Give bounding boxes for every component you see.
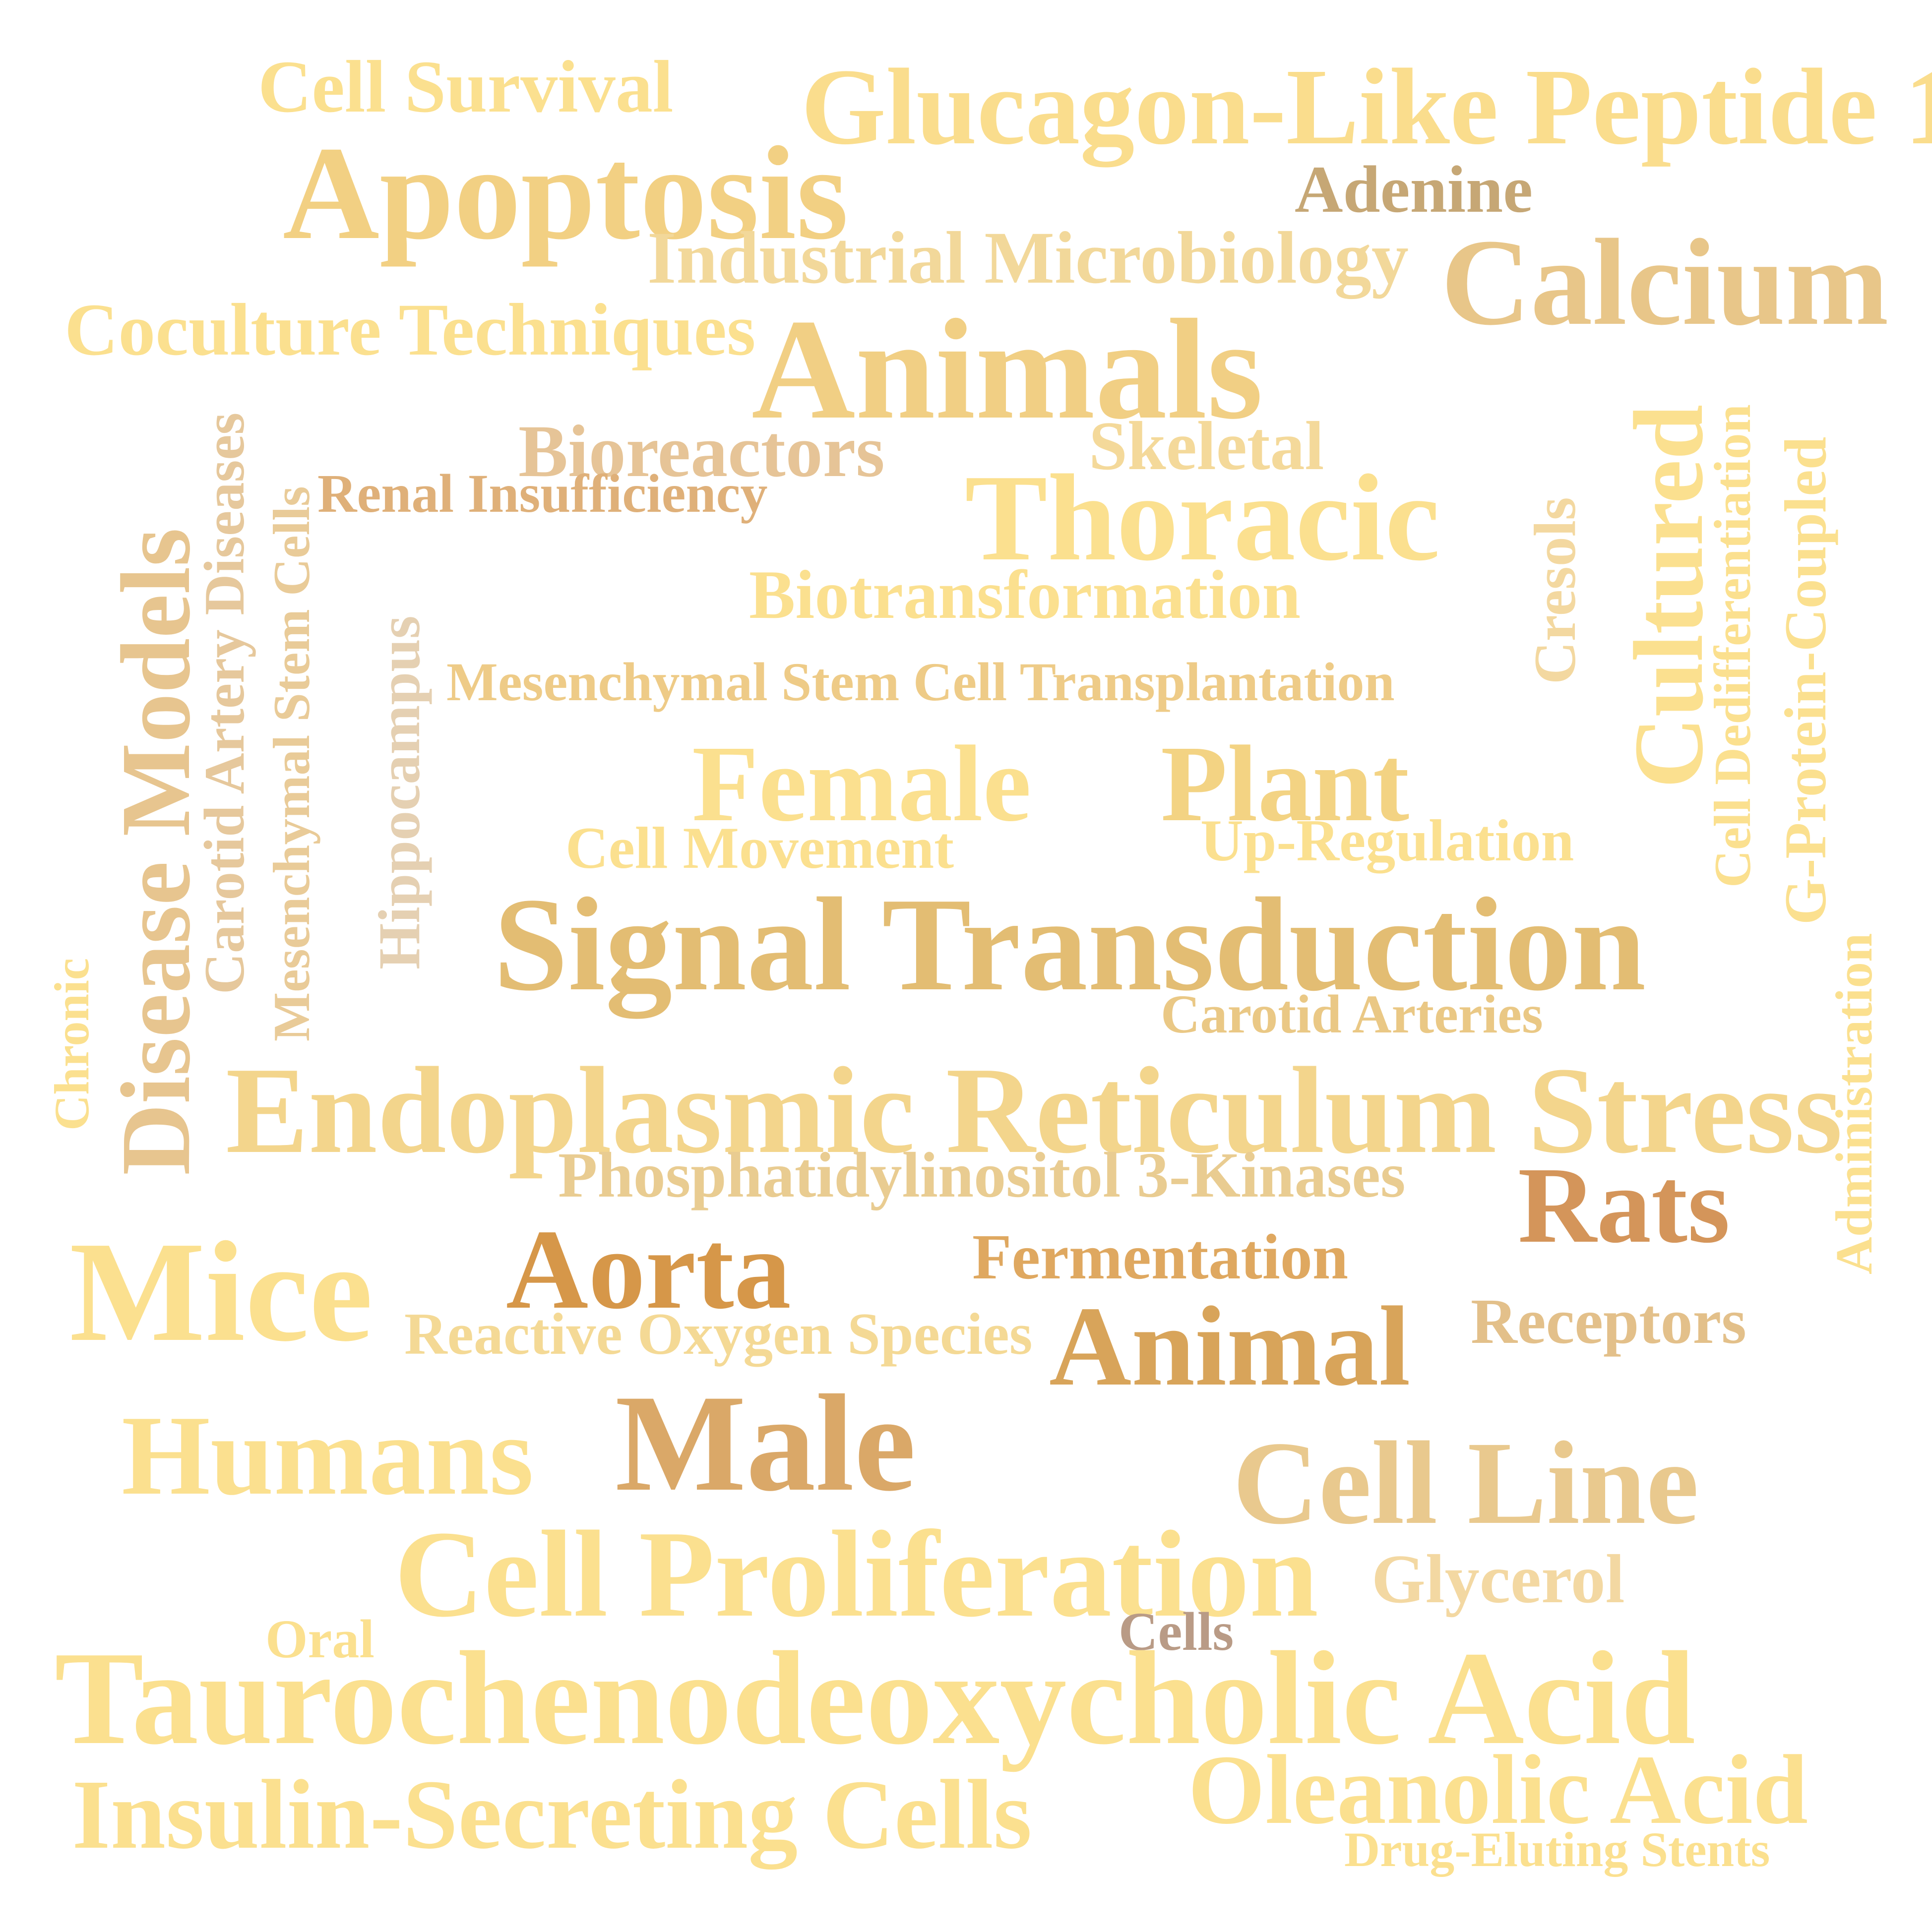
word-renal-insufficiency: Renal Insufficiency (317, 463, 768, 524)
word-coculture-techniques: Coculture Techniques (64, 289, 756, 371)
word-fermentation: Fermentation (972, 1221, 1349, 1293)
word-endoplasmic-reticulum-stress: Endoplasmic Reticulum Stress (226, 1042, 1843, 1179)
word-hippocampus: Hippocampus (366, 615, 432, 969)
word-administration: Administration (1825, 933, 1883, 1274)
word-cell-dedifferentiation: Cell Dedifferentiation (1703, 404, 1761, 888)
word-mesenchymal-stem-cells: Mesenchymal Stem Cells (262, 486, 320, 1041)
word-disease-models: Disease Models (101, 528, 211, 1175)
word-bioreactors: Bioreactors (518, 410, 885, 492)
word-biotransformation: Biotransformation (749, 556, 1301, 633)
word-cell-movement: Cell Movement (565, 815, 954, 881)
word-industrial-microbiology: Industrial Microbiology (647, 217, 1409, 299)
word-cells: Cells (1119, 1601, 1234, 1662)
word-thoracic: Thoracic (965, 449, 1440, 587)
word-insulin-secreting-cells: Insulin-Secreting Cells (72, 1760, 1032, 1870)
word-mesenchymal-stem-cell-transplantation: Mesenchymal Stem Cell Transplantation (446, 652, 1395, 712)
word-cresols: Cresols (1522, 497, 1588, 684)
word-glucagon-like-peptide-1: Glucagon-Like Peptide 1 (801, 46, 1932, 167)
word-plant: Plant (1161, 723, 1410, 844)
word-glycerol: Glycerol (1371, 1541, 1625, 1618)
word-phosphatidylinositol-3-kinases: Phosphatidylinositol 3-Kinases (558, 1140, 1406, 1211)
word-skeletal: Skeletal (1089, 408, 1324, 484)
word-signal-transduction: Signal Transduction (494, 870, 1646, 1019)
word-reactive-oxygen-species: Reactive Oxygen Species (404, 1301, 1033, 1367)
word-rats: Rats (1518, 1145, 1730, 1266)
word-carotid-arteries: Carotid Arteries (1161, 984, 1543, 1044)
word-animals: Animals (751, 290, 1263, 449)
word-apoptosis: Apoptosis (283, 119, 849, 267)
word-male: Male (615, 1366, 916, 1520)
word-calcium: Calcium (1441, 214, 1889, 351)
word-chronic: Chronic (44, 958, 99, 1131)
word-taurochenodeoxycholic-acid: Taurochenodeoxycholic Acid (55, 1624, 1695, 1772)
word-carotid-artery-diseases: Carotid Artery Diseases (193, 412, 256, 994)
word-oleanolic-acid: Oleanolic Acid (1188, 1735, 1808, 1845)
word-mice: Mice (69, 1212, 373, 1371)
word-up-regulation: Up-Regulation (1200, 807, 1574, 873)
word-oral: Oral (265, 1609, 374, 1669)
word-aorta: Aorta (506, 1206, 791, 1332)
word-cell-line: Cell Line (1233, 1417, 1699, 1549)
word-receptors: Receptors (1471, 1286, 1746, 1357)
word-drug-eluting-stents: Drug-Eluting Stents (1344, 1822, 1770, 1877)
word-female: Female (692, 723, 1032, 844)
word-cell-survival: Cell Survival (258, 46, 674, 128)
word-cell-proliferation: Cell Proliferation (394, 1506, 1318, 1643)
word-animal: Animal (1049, 1283, 1411, 1409)
word-humans: Humans (122, 1392, 534, 1518)
word-g-protein-coupled: G-Protein-Coupled (1772, 436, 1838, 925)
word-adenine: Adenine (1295, 153, 1533, 227)
